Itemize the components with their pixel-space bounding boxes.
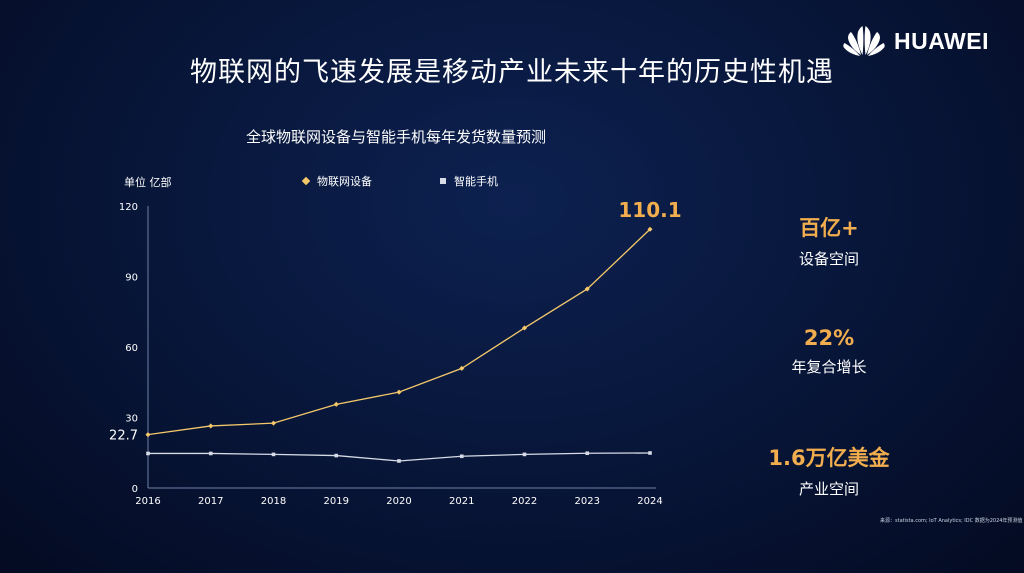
y-tick-label: 120 [119, 202, 138, 213]
huawei-logo: HUAWEI [842, 24, 989, 58]
legend-label-smartphone: 智能手机 [454, 175, 498, 188]
y-tick-label: 30 [125, 414, 138, 425]
stat-caption: 产业空间 [798, 480, 859, 498]
y-tick-label: 90 [125, 273, 138, 284]
data-label-start: 22.7 [109, 429, 138, 444]
y-tick-label: 0 [132, 484, 138, 495]
x-tick-label: 2019 [324, 496, 349, 507]
data-point-iot [584, 286, 590, 292]
data-point-smartphone [459, 454, 464, 459]
stat-caption: 年复合增长 [791, 358, 867, 376]
stat-caption: 设备空间 [798, 250, 859, 268]
data-point-smartphone [271, 452, 276, 457]
x-tick-label: 2018 [261, 496, 286, 507]
y-tick-label: 60 [125, 343, 138, 354]
huawei-flower-icon [843, 26, 885, 56]
stat-cagr: 22% 年复合增长 [739, 326, 919, 377]
stat-value: 22% [803, 326, 855, 350]
data-point-smartphone [208, 451, 213, 456]
stat-value: 百亿+ [799, 216, 859, 240]
page-title: 物联网的飞速发展是移动产业未来十年的历史性机遇 [190, 57, 834, 88]
legend-item-iot: 物联网设备 [301, 173, 372, 189]
x-tick-label: 2023 [575, 496, 600, 507]
stat-device-space: 百亿+ 设备空间 [739, 212, 919, 269]
data-point-smartphone [397, 459, 401, 463]
data-point-iot [333, 401, 339, 407]
data-point-smartphone [334, 453, 339, 458]
chart-title: 全球物联网设备与智能手机每年发货数量预测 [246, 128, 547, 146]
data-point-smartphone [585, 451, 590, 456]
stat-industry-space: 1.6万亿美金 产业空间 [739, 442, 919, 499]
data-point-smartphone [648, 451, 652, 455]
legend-label-iot: 物联网设备 [317, 175, 372, 188]
x-tick-label: 2016 [135, 496, 160, 507]
data-point-iot [208, 423, 214, 429]
brand-name: HUAWEI [894, 27, 989, 54]
square-icon [440, 178, 446, 184]
data-point-iot [270, 420, 277, 426]
y-axis-unit: 单位 亿部 [124, 176, 172, 189]
legend-item-smartphone: 智能手机 [440, 173, 498, 189]
data-point-smartphone [146, 451, 150, 456]
x-tick-label: 2021 [449, 496, 474, 507]
x-tick-label: 2017 [198, 496, 223, 507]
data-point-iot [521, 325, 528, 331]
data-point-iot [145, 432, 151, 438]
data-point-iot [459, 365, 465, 371]
x-tick-label: 2022 [512, 496, 537, 507]
source-note: 来源：statista.com; IoT Analytics; IDC 数据为2… [880, 518, 1023, 524]
data-point-smartphone [522, 452, 527, 457]
x-tick-label: 2020 [386, 496, 411, 507]
series-line-iot [147, 228, 651, 436]
x-tick-label: 2024 [637, 496, 662, 507]
data-label-end: 110.1 [618, 198, 681, 222]
stat-value: 1.6万亿美金 [768, 446, 890, 470]
data-point-iot [396, 389, 402, 395]
